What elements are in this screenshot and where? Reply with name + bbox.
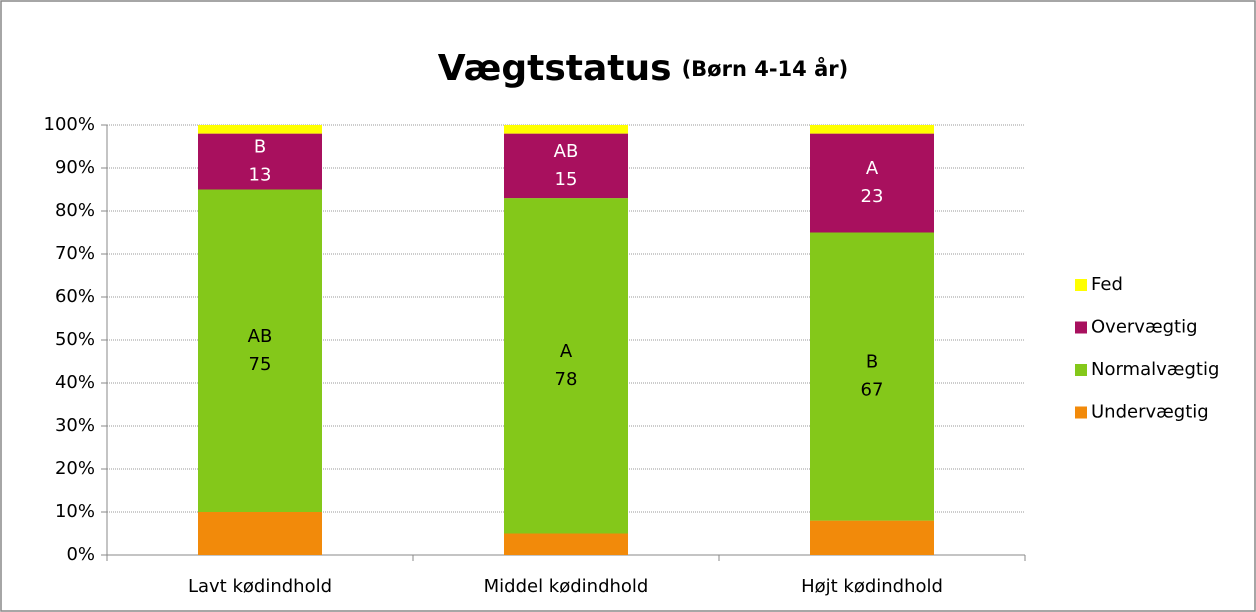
y-tick-label: 100% — [44, 114, 95, 135]
group-letter: A — [866, 158, 879, 179]
y-tick-label: 0% — [66, 544, 95, 565]
y-tick-label: 80% — [55, 200, 95, 221]
y-tick-label: 30% — [55, 415, 95, 436]
bar-segment — [810, 125, 934, 134]
bar-segment — [504, 533, 628, 555]
legend-label: Fed — [1091, 274, 1123, 295]
legend-swatch — [1075, 364, 1087, 376]
y-tick-label: 50% — [55, 329, 95, 350]
x-tick-label: Lavt kødindhold — [188, 576, 332, 597]
y-tick-label: 70% — [55, 243, 95, 264]
y-tick-label: 40% — [55, 372, 95, 393]
y-tick-label: 60% — [55, 286, 95, 307]
data-label: 23 — [861, 186, 884, 207]
bar-segment — [198, 125, 322, 134]
bar-segment — [198, 133, 322, 190]
bar-segment — [504, 125, 628, 134]
legend-label: Undervægtig — [1091, 402, 1209, 423]
data-label: 75 — [249, 354, 272, 375]
data-label: 15 — [555, 169, 578, 190]
group-letter: B — [254, 137, 266, 158]
chart-title: Vægtstatus — [438, 48, 672, 89]
group-letter: B — [866, 352, 878, 373]
bar-segment — [810, 133, 934, 233]
bar-segment — [810, 232, 934, 521]
chart-title-group: Vægtstatus (Børn 4-14 år) — [438, 48, 848, 89]
bar-segment — [810, 520, 934, 555]
bar-segment — [198, 189, 322, 512]
data-label: 78 — [555, 369, 578, 390]
x-tick-label: Højt kødindhold — [801, 576, 943, 597]
legend-swatch — [1075, 406, 1087, 419]
legend-swatch — [1075, 321, 1087, 334]
legend-swatch — [1075, 279, 1087, 291]
y-tick-label: 10% — [55, 501, 95, 522]
group-letter: AB — [248, 326, 273, 347]
bar-segment — [504, 198, 628, 534]
y-tick-label: 90% — [55, 157, 95, 178]
group-letter: A — [560, 341, 573, 362]
data-label: 67 — [861, 380, 884, 401]
bar-segment — [504, 133, 628, 199]
legend-label: Normalvægtig — [1091, 359, 1219, 380]
bar-segment — [198, 512, 322, 555]
data-label: 13 — [249, 165, 272, 186]
group-letter: AB — [554, 141, 579, 162]
chart-subtitle: (Børn 4-14 år) — [682, 56, 849, 81]
x-tick-label: Middel kødindhold — [484, 576, 649, 597]
legend-label: Overvægtig — [1091, 317, 1198, 338]
y-tick-label: 20% — [55, 458, 95, 479]
